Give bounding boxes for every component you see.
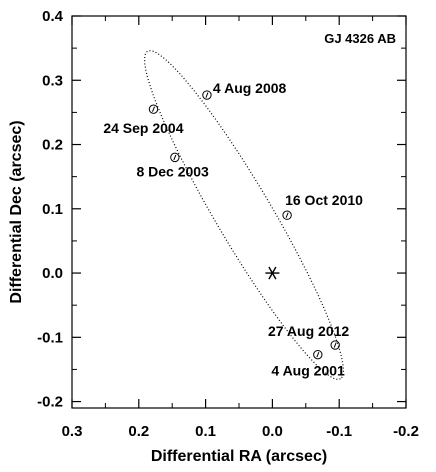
epoch-point-error-bar — [316, 351, 320, 358]
y-axis-ticks: -0.2 -0.1 0.0 0.1 0.2 0.3 0.4 — [37, 8, 406, 411]
epoch-point-error-bar — [173, 154, 177, 161]
epoch-point-error-bar — [205, 92, 209, 98]
x-tick-label: 0.0 — [262, 423, 283, 440]
x-tick-label: 0.3 — [62, 423, 83, 440]
x-axis-label: Differential RA (arcsec) — [151, 448, 327, 465]
epoch-point — [148, 104, 159, 114]
epoch-point-error-bar — [333, 342, 337, 348]
chart-title: GJ 4326 AB — [324, 31, 396, 46]
primary-star-stroke — [268, 266, 277, 280]
y-tick-label: 0.4 — [42, 8, 64, 25]
primary-star-marker — [265, 266, 280, 280]
epoch-label: 24 Sep 2004 — [103, 120, 183, 136]
epoch-label: 16 Oct 2010 — [285, 192, 363, 208]
epoch-label: 8 Dec 2003 — [136, 163, 209, 179]
epoch-label: 27 Aug 2012 — [268, 323, 349, 339]
epoch-point-error-bar — [285, 212, 289, 218]
orbit-ellipse — [144, 50, 344, 380]
epoch-point — [313, 349, 323, 360]
y-tick-label: -0.2 — [37, 394, 63, 411]
y-tick-label: 0.2 — [42, 137, 63, 154]
epoch-point — [170, 152, 180, 163]
plot-frame — [71, 15, 407, 409]
y-tick-label: 0.3 — [42, 72, 63, 89]
y-tick-label: -0.1 — [37, 329, 63, 346]
y-tick-label: 0.1 — [42, 201, 63, 218]
epoch-point — [330, 340, 340, 350]
x-tick-label: 0.1 — [195, 423, 216, 440]
epoch-point — [202, 90, 212, 100]
x-tick-label: 0.2 — [128, 423, 149, 440]
x-tick-label: -0.1 — [326, 423, 352, 440]
epoch-label: 4 Aug 2001 — [271, 363, 345, 379]
x-tick-label: -0.2 — [393, 423, 419, 440]
epoch-label: 4 Aug 2008 — [213, 80, 287, 96]
x-axis-ticks: 0.3 0.2 0.1 0.0 -0.1 -0.2 — [62, 16, 419, 440]
epoch-point-error-bar — [152, 106, 155, 112]
y-axis-label: Differential Dec (arcsec) — [8, 120, 25, 303]
y-tick-label: 0.0 — [42, 265, 63, 282]
epoch-points: 4 Aug 2008 24 Sep 2004 8 Dec 2003 16 Oct 20… — [103, 80, 363, 379]
epoch-point — [282, 210, 292, 220]
